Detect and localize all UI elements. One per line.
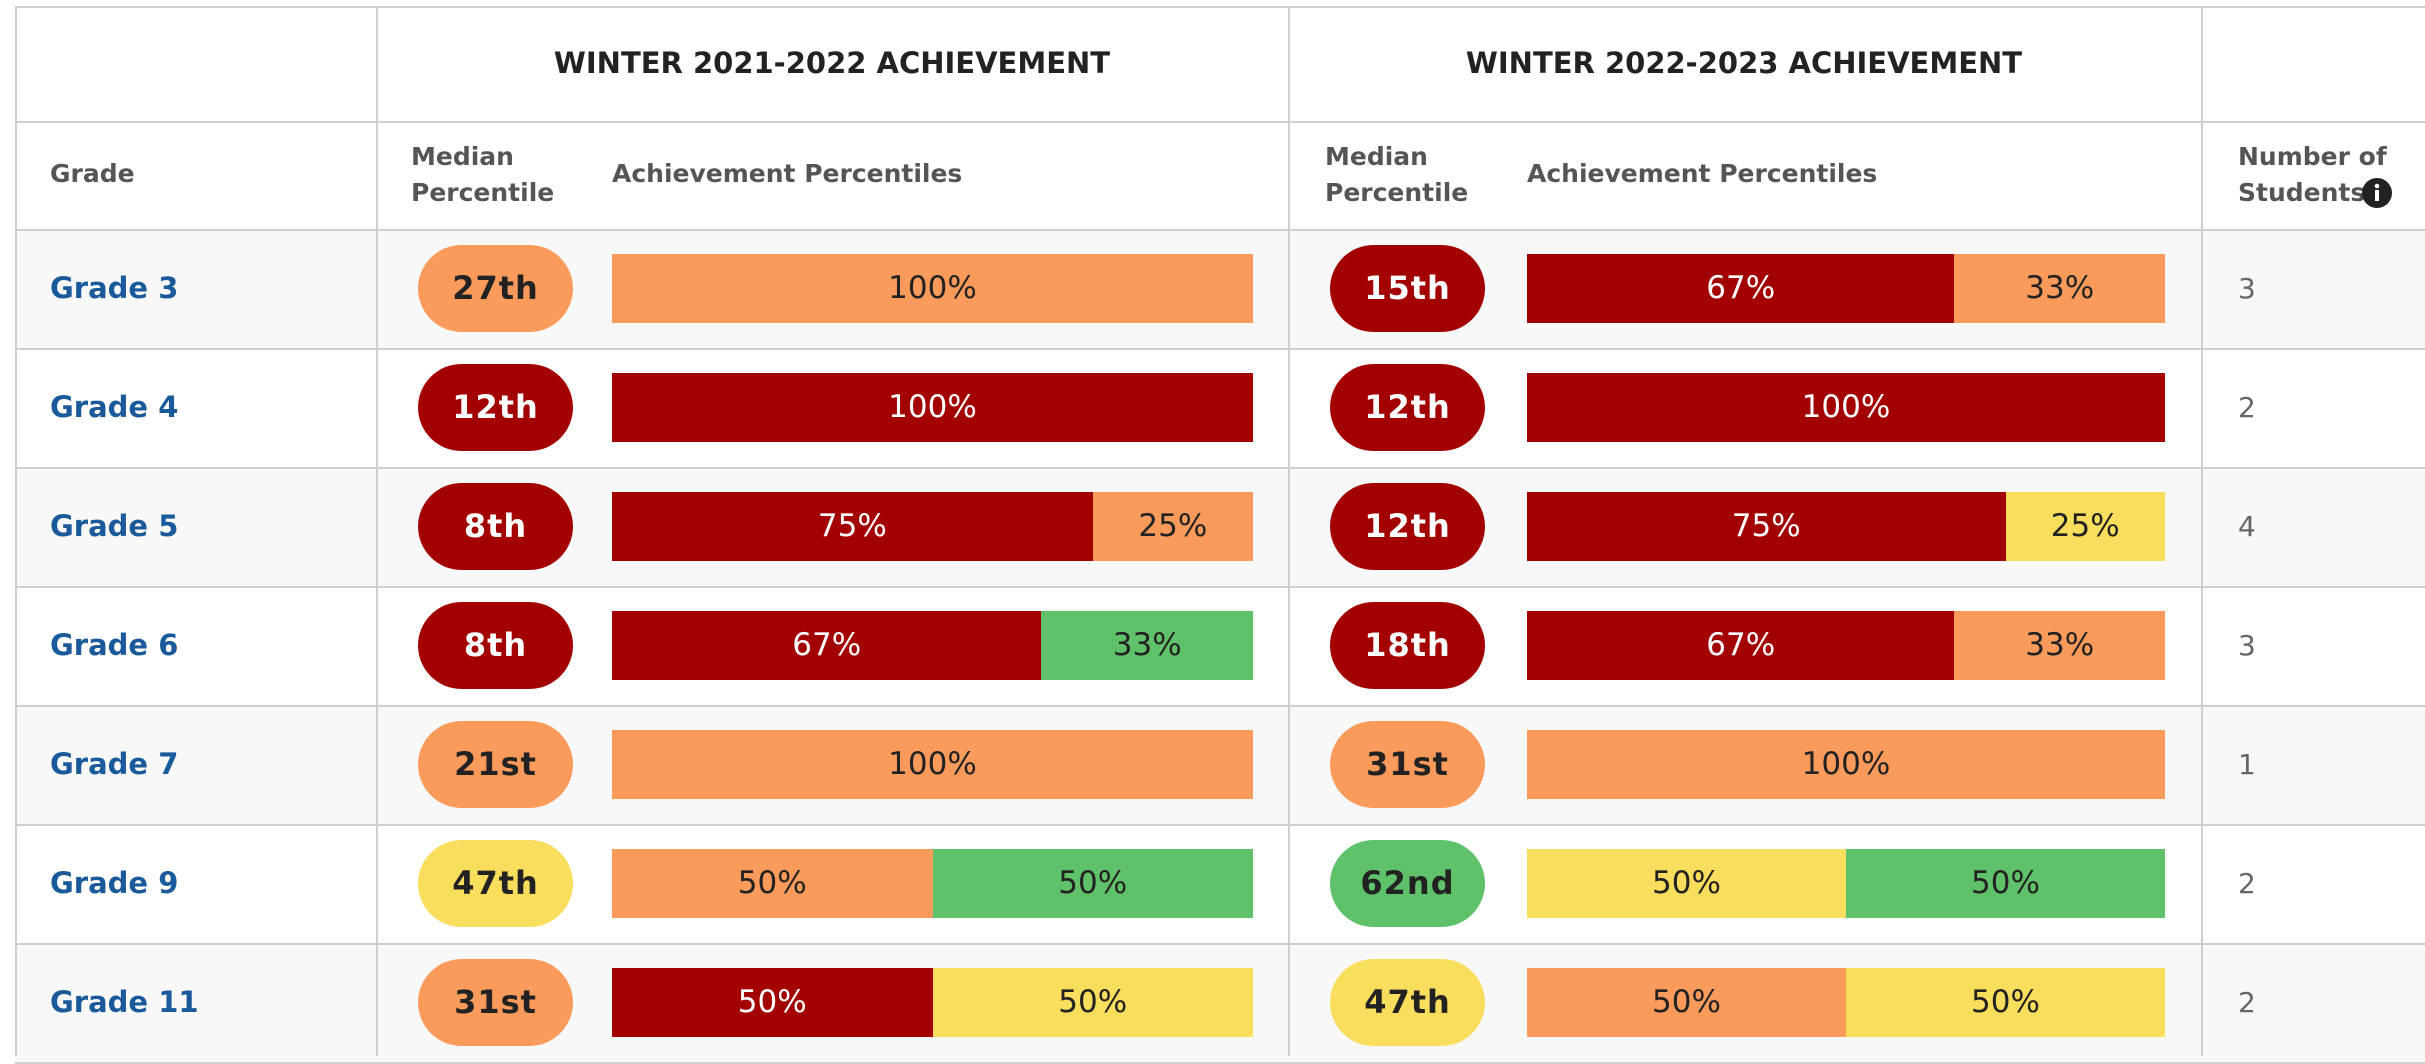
info-icon[interactable] [2361,177,2393,209]
median-pill: 8th [418,483,573,570]
median-pill: 47th [1330,959,1485,1046]
row-border [15,348,2425,350]
row-border [15,467,2425,469]
median-header: Median Percentile [411,142,555,207]
grade-link[interactable]: Grade 7 [50,747,179,781]
column-border [1288,6,1290,1056]
row-border [15,6,2425,8]
achievement-header: Achievement Percentiles [1527,159,1878,188]
bar-segment: 75% [1527,492,2006,561]
column-border [376,6,378,1056]
student-count: 2 [2238,986,2256,1019]
bar-segment: 33% [1954,254,2165,323]
bar-segment: 67% [1527,254,1955,323]
median-pill: 15th [1330,245,1485,332]
bar-segment: 67% [612,611,1042,680]
bar-segment: 75% [612,492,1093,561]
bar-segment: 67% [1527,611,1955,680]
bar-segment: 50% [1846,968,2165,1037]
median-pill: 12th [418,364,573,451]
bar-segment: 33% [1041,611,1253,680]
row-border [15,705,2425,707]
bar-segment: 50% [612,968,933,1037]
median-pill: 12th [1330,483,1485,570]
bar-segment: 25% [1092,492,1253,561]
row-border [15,943,2425,945]
student-count: 3 [2238,629,2256,662]
row-border [15,586,2425,588]
bar-segment: 100% [612,730,1253,799]
row-border [15,229,2425,231]
student-count: 2 [2238,867,2256,900]
student-count: 3 [2238,272,2256,305]
bar-segment: 50% [1527,849,1846,918]
bar-segment: 100% [1527,730,2165,799]
median-pill: 27th [418,245,573,332]
student-count: 1 [2238,748,2256,781]
column-border [15,6,17,1056]
bar-segment: 50% [932,849,1253,918]
median-pill: 18th [1330,602,1485,689]
grade-link[interactable]: Grade 5 [50,509,179,543]
bar-segment: 50% [1527,968,1846,1037]
grade-link[interactable]: Grade 6 [50,628,179,662]
median-pill: 31st [1330,721,1485,808]
median-pill: 8th [418,602,573,689]
bar-segment: 50% [612,849,933,918]
students-header: Number of Students [2238,142,2387,207]
bar-segment: 100% [1527,373,2165,442]
median-pill: 31st [418,959,573,1046]
bar-segment: 100% [612,254,1253,323]
student-count: 2 [2238,391,2256,424]
grade-link[interactable]: Grade 11 [50,985,199,1019]
grade-link[interactable]: Grade 3 [50,271,179,305]
median-pill: 12th [1330,364,1485,451]
median-header: Median Percentile [1325,142,1469,207]
achievement-header: Achievement Percentiles [612,159,963,188]
bar-segment: 33% [1954,611,2165,680]
grade-link[interactable]: Grade 4 [50,390,179,424]
median-pill: 47th [418,840,573,927]
median-pill: 21st [418,721,573,808]
group-header: WINTER 2021-2022 ACHIEVEMENT [553,46,1111,80]
row-border [15,824,2425,826]
median-pill: 62nd [1330,840,1485,927]
bar-segment: 100% [612,373,1253,442]
group-header: WINTER 2022-2023 ACHIEVEMENT [1465,46,2023,80]
grade-link[interactable]: Grade 9 [50,866,179,900]
bar-segment: 50% [932,968,1253,1037]
bar-segment: 25% [2005,492,2165,561]
bar-segment: 50% [1846,849,2165,918]
grade-header: Grade [50,159,135,188]
column-border [2201,6,2203,1056]
student-count: 4 [2238,510,2256,543]
row-border [15,121,2425,123]
